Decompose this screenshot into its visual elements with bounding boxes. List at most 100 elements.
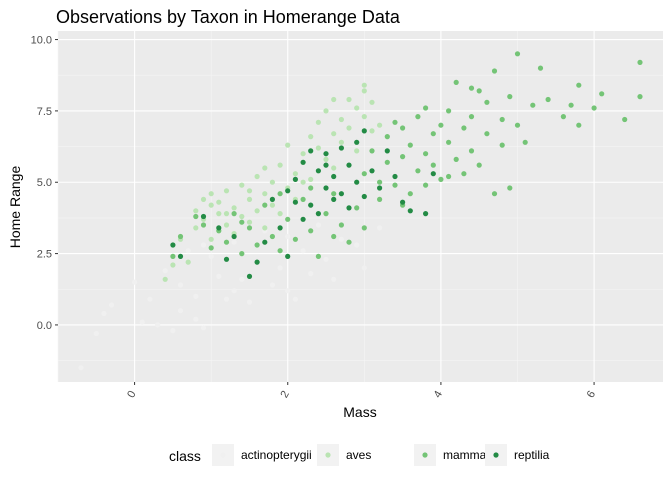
legend-label-aves: aves: [346, 448, 371, 462]
data-point-mammalia: [530, 102, 536, 108]
data-point-actinopterygii: [109, 302, 115, 308]
data-point-mammalia: [507, 94, 513, 100]
data-point-aves: [331, 96, 337, 103]
data-point-mammalia: [415, 114, 421, 120]
data-point-mammalia: [453, 156, 459, 162]
data-point-reptilia: [308, 202, 314, 208]
data-point-reptilia: [407, 208, 413, 214]
data-point-aves: [346, 96, 352, 103]
data-point-mammalia: [361, 225, 367, 231]
data-point-aves: [170, 262, 176, 268]
data-point-actinopterygii: [200, 325, 207, 331]
data-point-actinopterygii: [147, 296, 153, 302]
data-point-aves: [338, 116, 344, 123]
data-point-aves: [216, 211, 222, 217]
data-point-actinopterygii: [300, 248, 306, 254]
data-point-mammalia: [377, 179, 383, 185]
data-point-mammalia: [361, 171, 367, 177]
data-point-reptilia: [392, 173, 398, 180]
data-point-mammalia: [499, 116, 505, 123]
data-point-actinopterygii: [93, 330, 99, 337]
data-point-mammalia: [384, 159, 390, 165]
data-point-mammalia: [392, 119, 398, 125]
data-point-mammalia: [331, 233, 337, 240]
data-point-aves: [239, 213, 245, 220]
data-point-reptilia: [262, 239, 268, 245]
data-point-aves: [300, 151, 306, 157]
data-point-mammalia: [499, 142, 505, 148]
data-point-aves: [377, 122, 383, 128]
data-point-mammalia: [262, 202, 268, 208]
y-tick-label: 10.0: [31, 35, 52, 47]
data-point-actinopterygii: [177, 308, 184, 314]
x-tick-label: 4: [432, 389, 445, 400]
legend-marker-mammalia: [422, 452, 428, 458]
data-point-reptilia: [300, 159, 306, 165]
y-tick-label: 7.5: [37, 106, 52, 118]
data-point-reptilia: [277, 225, 283, 231]
data-point-mammalia: [239, 251, 245, 257]
data-point-mammalia: [400, 125, 406, 131]
data-point-mammalia: [369, 148, 375, 154]
data-point-aves: [185, 259, 191, 265]
data-point-actinopterygii: [216, 273, 222, 279]
data-point-mammalia: [300, 196, 306, 202]
data-point-reptilia: [216, 225, 222, 231]
data-point-reptilia: [331, 173, 337, 180]
data-point-mammalia: [315, 253, 321, 259]
data-point-mammalia: [576, 122, 582, 128]
data-point-aves: [231, 205, 237, 211]
data-point-mammalia: [170, 253, 176, 259]
data-point-mammalia: [338, 222, 344, 228]
y-tick-label: 0.0: [37, 320, 52, 332]
data-point-aves: [208, 202, 214, 208]
y-axis-title: Home Range: [7, 166, 23, 249]
data-point-aves: [354, 148, 360, 154]
x-axis-ticks: 0 2 4 6: [125, 382, 598, 400]
data-point-mammalia: [514, 122, 521, 128]
data-point-mammalia: [446, 173, 452, 180]
data-point-actinopterygii: [177, 282, 184, 288]
data-point-mammalia: [468, 148, 475, 154]
data-point-reptilia: [254, 259, 260, 265]
data-point-reptilia: [269, 196, 275, 202]
y-tick-label: 2.5: [37, 249, 52, 261]
data-point-aves: [277, 211, 283, 217]
data-point-reptilia: [200, 213, 207, 220]
data-point-reptilia: [377, 185, 383, 191]
data-point-mammalia: [438, 122, 444, 128]
legend-marker-aves: [325, 452, 331, 458]
chart-title: Observations by Taxon in Homerange Data: [56, 7, 401, 27]
data-point-actinopterygii: [308, 271, 314, 277]
data-point-aves: [208, 191, 214, 197]
data-point-aves: [323, 108, 329, 114]
data-point-mammalia: [484, 99, 490, 105]
data-point-reptilia: [231, 233, 237, 240]
data-point-mammalia: [407, 191, 413, 197]
data-point-reptilia: [423, 211, 429, 217]
data-point-reptilia: [361, 193, 367, 200]
data-point-aves: [315, 119, 321, 125]
data-point-actinopterygii: [193, 316, 199, 322]
data-point-actinopterygii: [231, 288, 237, 294]
data-point-reptilia: [292, 199, 298, 205]
data-point-aves: [308, 176, 314, 182]
data-point-reptilia: [246, 273, 253, 279]
legend-label-mammalia: mammalia: [443, 448, 499, 462]
data-point-mammalia: [308, 228, 314, 234]
data-point-aves: [308, 134, 314, 140]
data-point-reptilia: [170, 242, 176, 248]
data-point-reptilia: [177, 253, 184, 259]
data-point-actinopterygii: [315, 222, 321, 228]
data-point-aves: [246, 196, 253, 202]
plot-panel: [58, 31, 663, 382]
data-point-aves: [361, 88, 367, 94]
data-point-actinopterygii: [323, 256, 329, 262]
data-point-mammalia: [622, 116, 628, 123]
data-point-mammalia: [491, 191, 498, 197]
data-point-mammalia: [423, 182, 429, 188]
data-point-actinopterygii: [239, 276, 245, 282]
data-point-reptilia: [285, 253, 291, 259]
data-point-actinopterygii: [292, 296, 298, 302]
legend: class actinopterygii aves mammalia reptilia: [169, 444, 550, 466]
